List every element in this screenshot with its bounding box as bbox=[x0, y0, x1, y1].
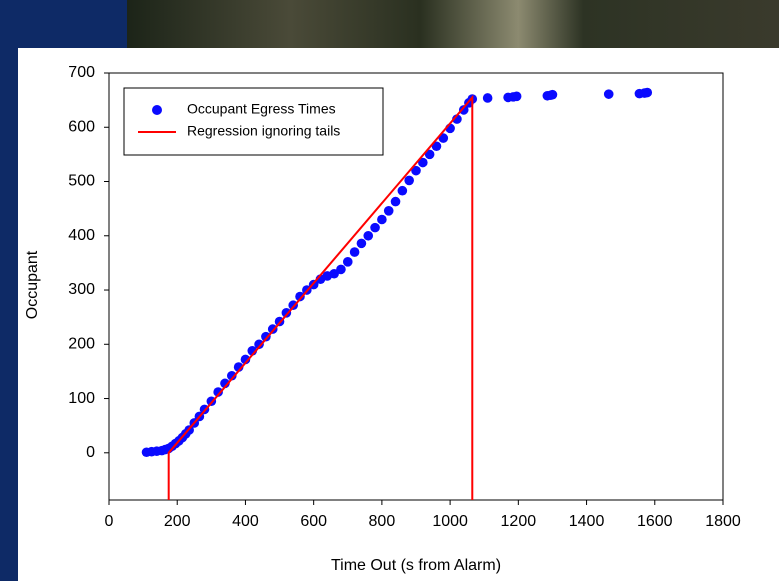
data-point bbox=[397, 185, 408, 196]
x-tick-label: 0 bbox=[105, 513, 114, 530]
data-point bbox=[329, 268, 339, 279]
side-band bbox=[0, 0, 18, 581]
x-tick-label: 1800 bbox=[705, 513, 741, 530]
data-point bbox=[377, 214, 387, 225]
x-tick-label: 1600 bbox=[637, 513, 673, 530]
data-point bbox=[511, 91, 522, 102]
data-point bbox=[603, 89, 614, 99]
data-point bbox=[404, 175, 414, 186]
x-tick-label: 200 bbox=[164, 513, 191, 530]
data-point bbox=[227, 370, 237, 381]
data-point bbox=[458, 105, 469, 115]
top-band bbox=[0, 0, 127, 48]
x-tick-label: 600 bbox=[300, 513, 327, 530]
data-point bbox=[438, 133, 449, 143]
x-tick-label: 800 bbox=[369, 513, 396, 530]
y-tick-label: 400 bbox=[68, 227, 95, 244]
x-axis-label: Time Out (s from Alarm) bbox=[331, 557, 501, 574]
x-tick-label: 1400 bbox=[569, 513, 605, 530]
data-point bbox=[281, 308, 292, 318]
data-point bbox=[547, 89, 558, 100]
x-tick-label: 1000 bbox=[432, 513, 468, 530]
y-tick-label: 0 bbox=[86, 444, 95, 461]
data-point bbox=[295, 291, 305, 302]
data-point bbox=[254, 339, 264, 350]
data-point bbox=[418, 157, 428, 168]
data-point bbox=[370, 222, 380, 233]
y-tick-label: 500 bbox=[68, 173, 95, 190]
legend-box bbox=[123, 87, 384, 156]
x-tick-label: 400 bbox=[232, 513, 259, 530]
data-point bbox=[356, 238, 367, 249]
x-tick-label: 1200 bbox=[501, 513, 537, 530]
data-point bbox=[383, 206, 394, 216]
data-point bbox=[363, 230, 374, 241]
y-tick-label: 300 bbox=[68, 281, 95, 298]
legend-label: Occupant Egress Times bbox=[187, 101, 336, 117]
y-tick-label: 600 bbox=[68, 118, 95, 135]
data-point bbox=[482, 93, 493, 103]
plot-frame bbox=[108, 72, 724, 501]
data-point bbox=[424, 149, 435, 160]
data-point bbox=[213, 387, 223, 397]
data-point bbox=[431, 141, 442, 152]
legend-label: Regression ignoring tails bbox=[187, 123, 340, 139]
data-point bbox=[261, 331, 271, 342]
data-point bbox=[349, 247, 360, 257]
y-tick-label: 200 bbox=[68, 336, 95, 353]
data-point bbox=[390, 196, 401, 207]
data-point bbox=[220, 378, 230, 389]
legend-marker bbox=[152, 105, 162, 115]
y-tick-label: 700 bbox=[68, 64, 95, 81]
data-point bbox=[342, 257, 353, 267]
y-axis-label: Occupant bbox=[24, 250, 41, 319]
regression-line bbox=[167, 94, 474, 500]
data-point bbox=[411, 165, 421, 176]
y-tick-label: 100 bbox=[68, 390, 95, 407]
data-point bbox=[336, 264, 346, 275]
header-photo bbox=[127, 0, 779, 48]
data-point bbox=[240, 354, 251, 365]
data-point bbox=[642, 87, 653, 98]
